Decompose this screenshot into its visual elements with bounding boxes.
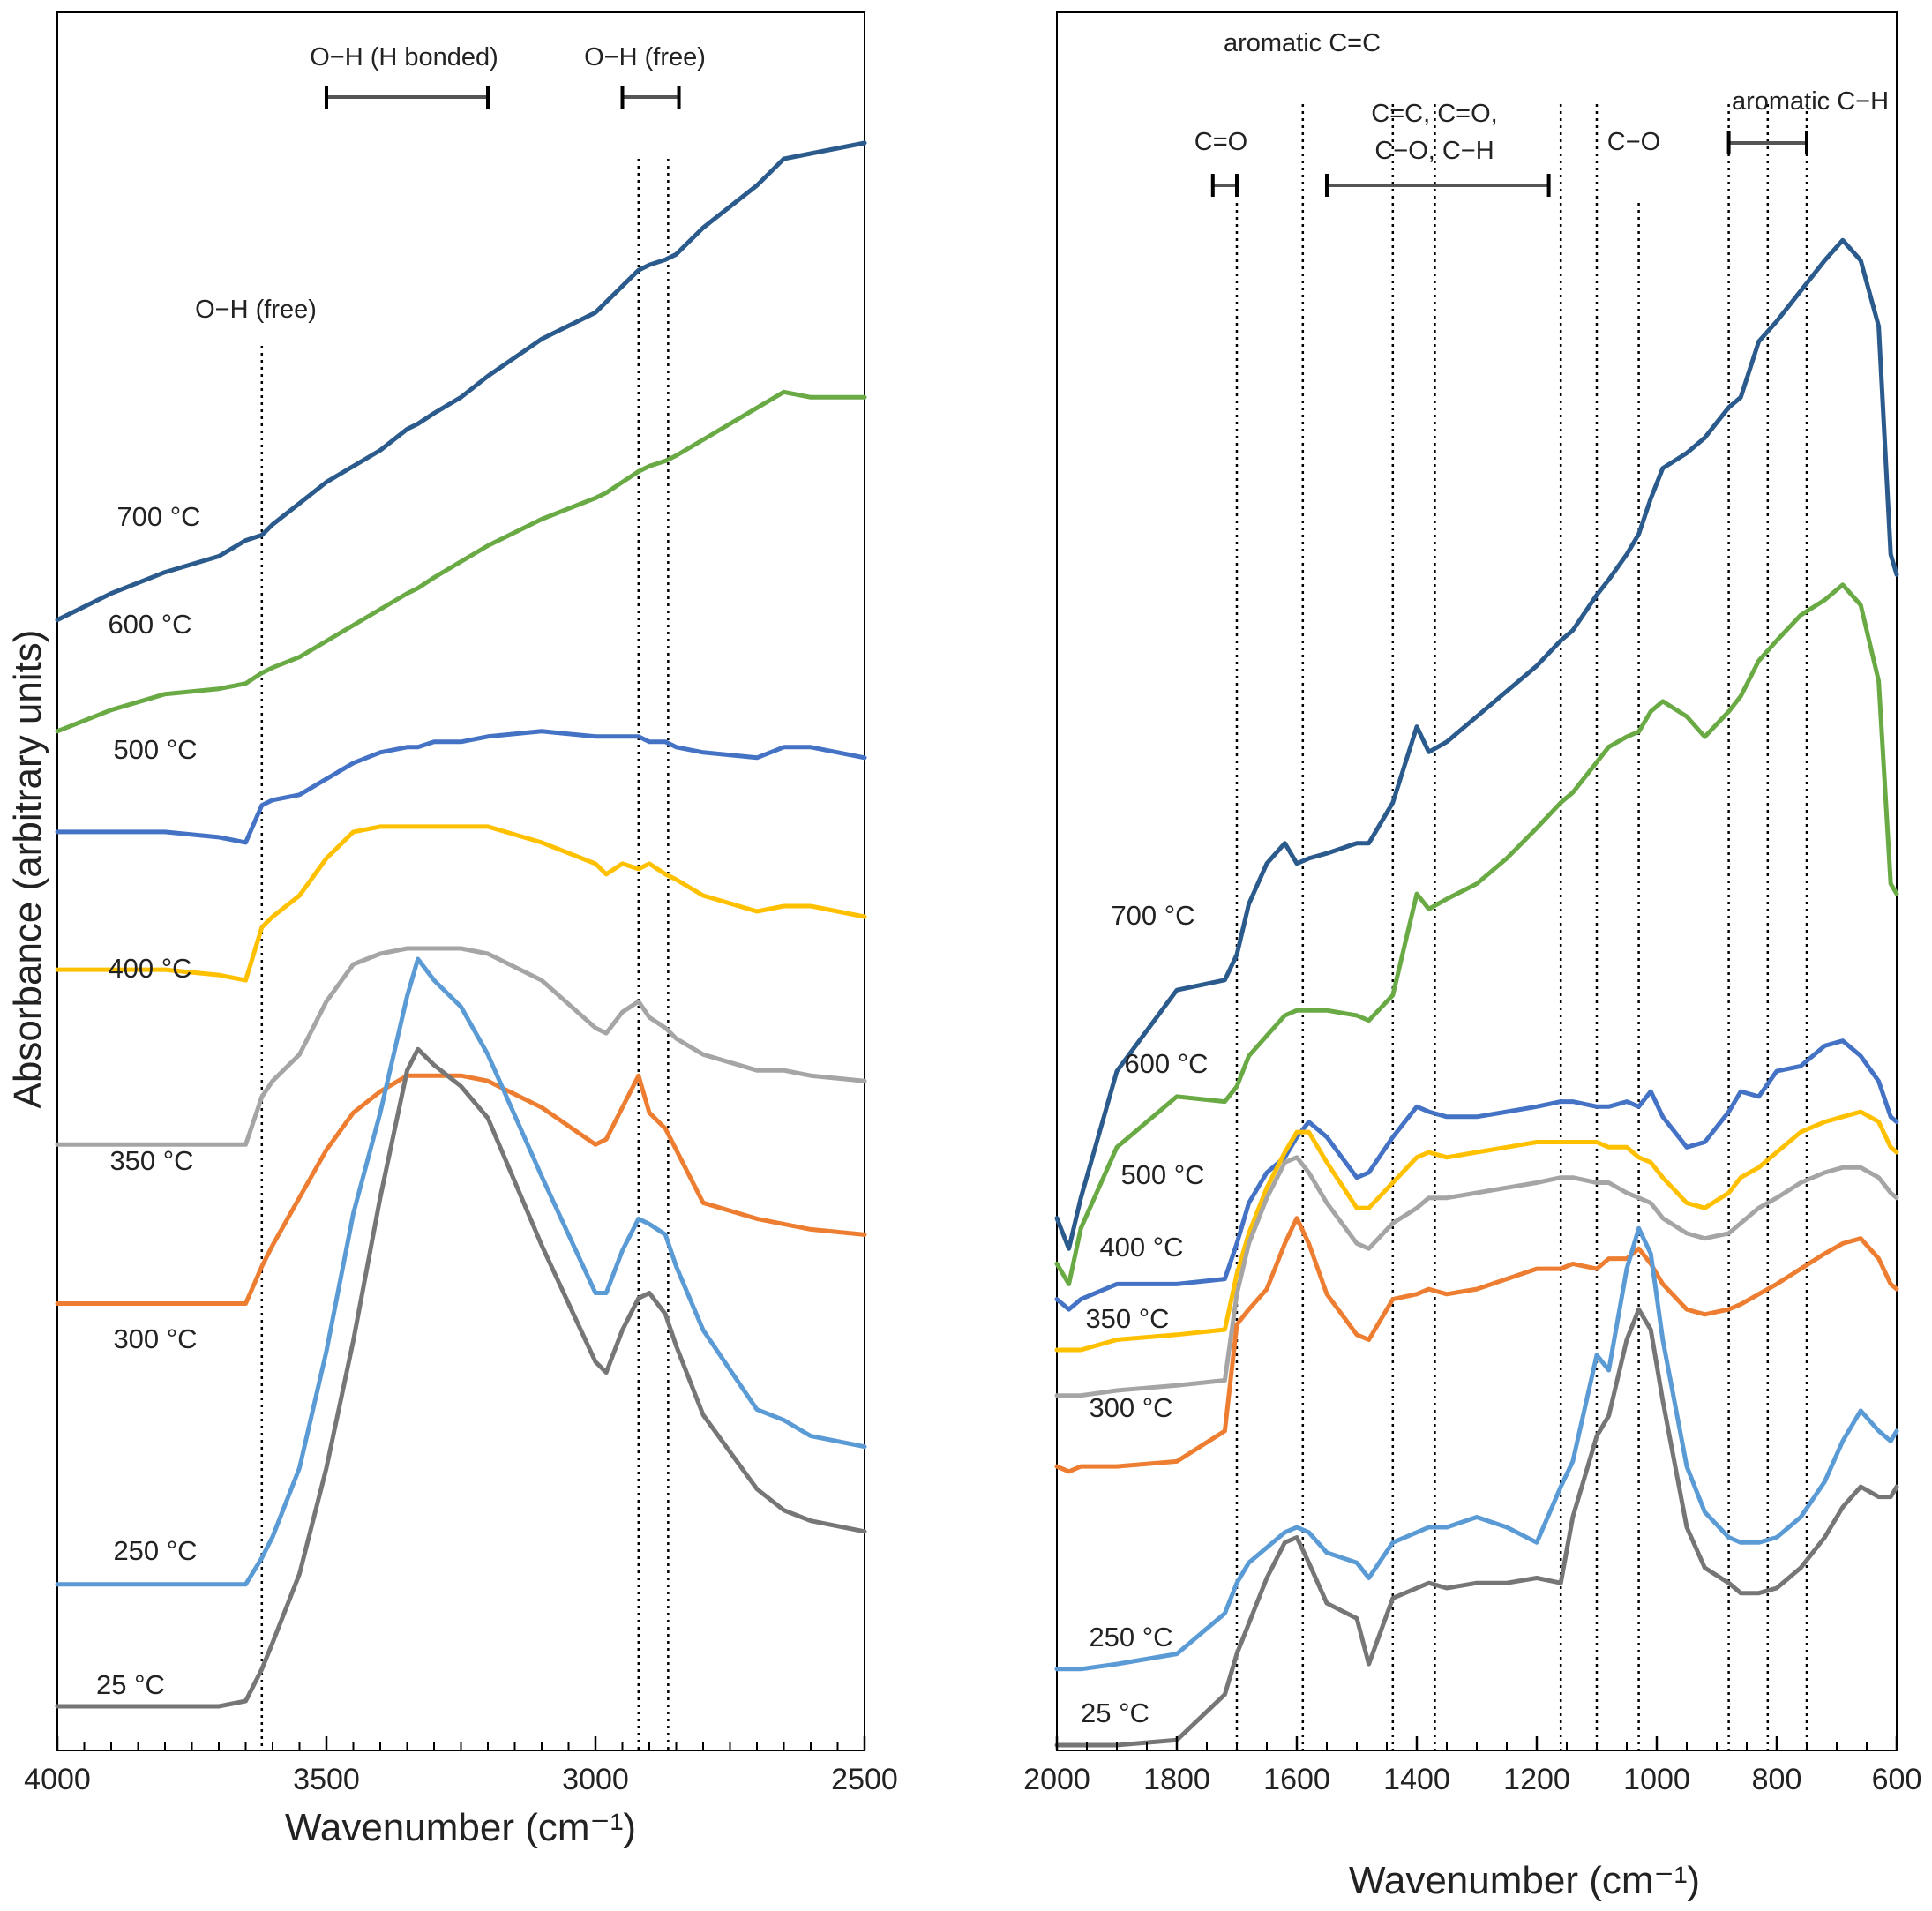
- left-tick-label-2500: 2500: [831, 1763, 898, 1796]
- right-tick-label-1200: 1200: [1503, 1763, 1570, 1796]
- left-temp-label-300: 300 °C: [113, 1323, 197, 1354]
- right-band-brackets: [1210, 131, 1808, 197]
- left-temp-label-600: 600 °C: [108, 609, 191, 640]
- right-series-700c-line: [1054, 237, 1899, 1251]
- right-series-300c-line: [1054, 1216, 1899, 1474]
- left-series-600c-line: [55, 389, 867, 734]
- right-band-label-multi-line1: C=C, C=O,: [1371, 100, 1497, 128]
- right-series-400c-line: [1054, 1109, 1899, 1353]
- right-band-bracket-5: [1726, 131, 1808, 154]
- left-x-ticks: 4000 3500 3000 2500: [24, 1736, 898, 1796]
- right-temp-label-500: 500 °C: [1120, 1159, 1204, 1190]
- right-series-250c-line: [1054, 1225, 1899, 1672]
- left-tick-label-4000: 4000: [24, 1763, 91, 1796]
- left-plot-frame: [56, 11, 865, 1751]
- right-series-600c-line: [1054, 582, 1899, 1286]
- right-series-500c-line: [1054, 1038, 1899, 1312]
- left-series-300c-line: [55, 1073, 867, 1306]
- right-series-25c-line: [1054, 1307, 1899, 1748]
- left-tick-label-3500: 3500: [293, 1763, 360, 1796]
- left-tick-label-3000: 3000: [562, 1763, 629, 1796]
- right-temp-label-400: 400 °C: [1099, 1232, 1183, 1263]
- left-temp-label-25: 25 °C: [96, 1669, 165, 1700]
- left-temp-label-400: 400 °C: [108, 953, 191, 984]
- right-tick-label-2000: 2000: [1023, 1763, 1090, 1796]
- y-axis-title: Absorbance (arbitrary units): [6, 630, 49, 1109]
- left-series-500c-line: [55, 729, 867, 845]
- right-band-label-co-double: C=O: [1194, 128, 1247, 156]
- right-temp-label-700: 700 °C: [1111, 900, 1194, 931]
- left-band-label-oh-free-right: O−H (free): [584, 43, 706, 71]
- right-series-group: [1054, 237, 1899, 1748]
- left-reference-lines: [260, 159, 670, 1750]
- right-band-bracket-1: [1210, 174, 1239, 197]
- right-temp-label-25: 25 °C: [1081, 1697, 1149, 1728]
- right-x-axis-title: Wavenumber (cm⁻¹): [1349, 1859, 1700, 1902]
- left-band-label-oh-free-left: O−H (free): [195, 296, 317, 324]
- right-tick-label-1400: 1400: [1383, 1763, 1450, 1796]
- right-tick-label-1000: 1000: [1623, 1763, 1690, 1796]
- right-band-label-multi-line2: C−O, C−H: [1374, 137, 1494, 165]
- left-series-700c-line: [55, 140, 867, 623]
- right-band-label-aromatic-cc: aromatic C=C: [1224, 29, 1381, 57]
- left-temp-label-350: 350 °C: [109, 1145, 193, 1176]
- right-x-ticks: 2000 1800 1600 1400 1200 1000 800 600: [1023, 1736, 1921, 1796]
- right-temp-label-600: 600 °C: [1124, 1048, 1208, 1079]
- right-tick-label-800: 800: [1752, 1763, 1802, 1796]
- right-series-350c-line: [1054, 1155, 1899, 1398]
- left-band-bracket-1: [620, 86, 681, 109]
- left-temp-label-250: 250 °C: [113, 1535, 197, 1566]
- left-x-axis-title: Wavenumber (cm⁻¹): [285, 1806, 636, 1849]
- left-temp-label-500: 500 °C: [113, 734, 197, 765]
- right-reference-lines: [1235, 104, 1808, 1750]
- right-temp-label-300: 300 °C: [1089, 1392, 1172, 1423]
- right-tick-label-1800: 1800: [1143, 1763, 1210, 1796]
- left-series-group: [55, 140, 867, 1709]
- left-series-400c-line: [55, 824, 867, 983]
- left-series-250c-line: [55, 956, 867, 1587]
- left-temp-label-700: 700 °C: [116, 501, 200, 532]
- right-band-label-aromatic-ch: aromatic C−H: [1732, 87, 1889, 116]
- left-band-label-oh-bonded: O−H (H bonded): [310, 43, 498, 71]
- right-temp-label-350: 350 °C: [1085, 1303, 1169, 1334]
- right-tick-label-600: 600: [1872, 1763, 1922, 1796]
- right-temp-label-250: 250 °C: [1089, 1622, 1172, 1652]
- left-series-25c-line: [55, 1046, 867, 1709]
- left-band-brackets: [325, 86, 681, 109]
- right-band-bracket-2: [1325, 174, 1551, 197]
- left-panel: 4000 3500 3000 2500 700 °C 600 °C 500 °C 40…: [24, 11, 898, 1849]
- left-series-350c-line: [55, 946, 867, 1147]
- right-tick-label-1600: 1600: [1263, 1763, 1330, 1796]
- left-band-bracket-0: [325, 86, 490, 109]
- right-band-label-co-single: C−O: [1607, 128, 1660, 156]
- right-panel: 2000 1800 1600 1400 1200 1000 800 600 700 °C 60…: [1023, 11, 1921, 1902]
